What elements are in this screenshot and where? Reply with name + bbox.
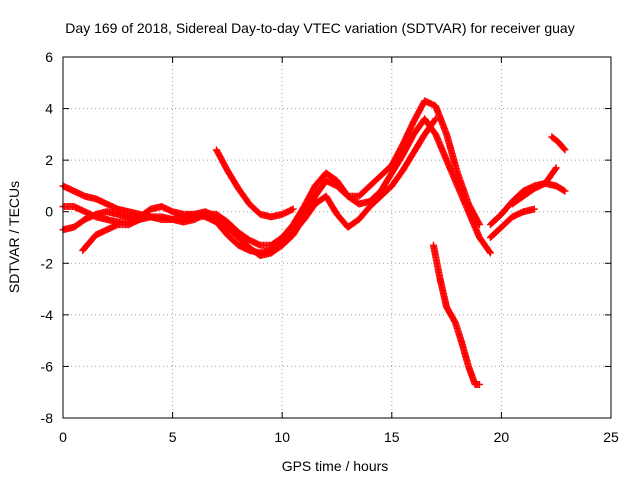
chart-title: Day 169 of 2018, Sidereal Day-to-day VTE… — [65, 20, 574, 36]
x-tick-label: 0 — [59, 429, 67, 445]
y-tick-label: -4 — [41, 307, 54, 323]
data-point — [432, 115, 440, 123]
data-point — [431, 116, 439, 124]
series-arc-3 — [59, 115, 440, 257]
axis-ticks: 0 5 10 15 20 25 -8 -6 -4 -2 0 2 4 6 — [41, 49, 619, 445]
x-tick-label: 10 — [274, 429, 290, 445]
series-arc-7 — [486, 205, 538, 241]
data-point — [289, 205, 297, 213]
data-point — [475, 380, 483, 388]
data-point — [561, 187, 569, 195]
data-point — [561, 146, 569, 154]
y-tick-label: 0 — [45, 204, 53, 220]
x-tick-label: 20 — [494, 429, 510, 445]
x-tick-label: 25 — [603, 429, 619, 445]
y-tick-label: -6 — [41, 358, 54, 374]
data-point — [560, 186, 568, 194]
data-series — [59, 97, 569, 388]
series-arc-4 — [79, 215, 144, 254]
series-arc-2 — [59, 115, 494, 257]
x-tick-label: 5 — [169, 429, 177, 445]
series-arc-5 — [212, 146, 297, 221]
y-axis-label: SDTVAR / TECUs — [6, 181, 22, 293]
x-tick-label: 15 — [384, 429, 400, 445]
data-point — [486, 248, 494, 256]
data-point — [560, 145, 568, 153]
y-tick-label: 6 — [45, 49, 53, 65]
data-point — [486, 249, 494, 257]
data-point — [551, 165, 559, 173]
y-tick-label: 2 — [45, 152, 53, 168]
y-tick-label: -8 — [41, 410, 54, 426]
x-axis-label: GPS time / hours — [282, 458, 389, 474]
data-point — [552, 164, 560, 172]
plot-frame — [62, 56, 612, 419]
y-tick-label: 4 — [45, 101, 53, 117]
series-arc-8 — [508, 179, 569, 208]
data-point — [136, 215, 144, 223]
y-tick-label: -2 — [41, 255, 54, 271]
data-point — [530, 205, 538, 213]
series-arc-10 — [429, 241, 483, 388]
series-arc-9 — [548, 133, 569, 154]
